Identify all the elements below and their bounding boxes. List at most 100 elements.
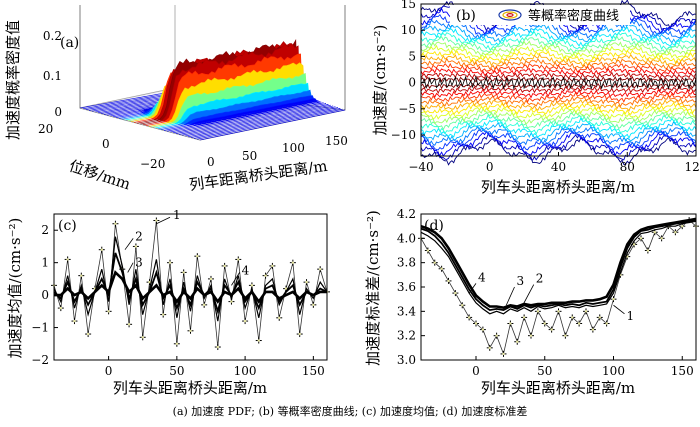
series-1-marker bbox=[126, 321, 133, 328]
panel-a-ribbon bbox=[199, 109, 346, 141]
panel-b-ytick-label: −5 bbox=[398, 102, 416, 116]
panel-b-contour-line bbox=[420, 85, 697, 95]
series-1-marker bbox=[541, 320, 548, 327]
panel-a-ribbon bbox=[175, 103, 327, 134]
panel-b-contour-line bbox=[420, 113, 697, 136]
series-1-marker bbox=[173, 340, 180, 347]
panel-b-ytick-label: −10 bbox=[391, 128, 416, 142]
panel-d: 0 50 100 150 4.2 4.0 3.8 3.6 3.4 3.2 3.0 (d) 加速度标准… bbox=[364, 207, 699, 397]
panel-b-contour-line bbox=[420, 71, 697, 80]
series-1-marker bbox=[85, 331, 92, 338]
series-1-marker bbox=[194, 253, 201, 260]
panel-b-xlabel: 列车头距离桥头距离/m bbox=[481, 178, 635, 196]
panel-c-ylabel: 加速度均值/(cm·s⁻²) bbox=[6, 218, 24, 359]
series-label-leader bbox=[613, 304, 625, 315]
series-label: 4 bbox=[478, 270, 486, 284]
xtick-label: 0 bbox=[472, 364, 480, 378]
series-1-marker bbox=[105, 308, 112, 315]
panel-b-contour-line bbox=[420, 130, 697, 157]
series-1-marker bbox=[310, 301, 317, 308]
panel-c-label: (c) bbox=[58, 218, 77, 234]
series-1-marker bbox=[644, 247, 651, 254]
panel-a: (a) 加速度概率密度值 0 0.1 0.2 20 0 −20 位移/mm 0 … bbox=[4, 5, 348, 194]
panel-b-contour-line bbox=[420, 19, 697, 40]
ytick-label: 2 bbox=[41, 223, 49, 237]
series-label-leader bbox=[468, 283, 477, 294]
series-1-marker bbox=[112, 220, 119, 227]
series-1-marker bbox=[201, 301, 208, 308]
panel-b-contour-line bbox=[420, 94, 697, 108]
series-1-marker bbox=[255, 337, 262, 344]
panel-b-xtick-label: 0 bbox=[486, 160, 494, 174]
series-1-marker bbox=[555, 308, 562, 315]
panel-a-ylabel: 位移/mm bbox=[67, 157, 133, 194]
panel-b-contour-line bbox=[420, 91, 697, 103]
panel-a-xtick-2: 100 bbox=[282, 141, 305, 155]
series-1-marker bbox=[98, 246, 105, 253]
panel-b-contour-line bbox=[420, 133, 697, 161]
panel-b-contours bbox=[420, 0, 697, 166]
series-label-leader bbox=[522, 284, 535, 306]
panel-a-label: (a) bbox=[60, 35, 79, 51]
series-1-marker bbox=[438, 265, 445, 272]
series-1-marker bbox=[589, 326, 596, 333]
xtick-label: 100 bbox=[234, 364, 257, 378]
panel-d-xlabel: 列车头距离桥头距离/m bbox=[481, 379, 635, 397]
series-1-marker bbox=[534, 308, 541, 315]
panel-b-contour-line bbox=[420, 108, 697, 125]
panel-b-ytick-label: 0 bbox=[408, 76, 416, 90]
series-1-marker bbox=[473, 320, 479, 327]
series-label: 2 bbox=[135, 229, 143, 243]
series-1-marker bbox=[289, 259, 296, 266]
series-3-line bbox=[53, 252, 328, 315]
ytick-label: 3.4 bbox=[397, 304, 416, 318]
series-4-line bbox=[420, 217, 697, 310]
panel-c: 0 50 100 150 2 1 0 −1 −2 (c) 加速度均值/(cm·s⁻²) 列车头距… bbox=[6, 208, 330, 397]
panel-b-legend-icon bbox=[498, 9, 522, 21]
series-1-marker bbox=[221, 262, 228, 269]
series-1-marker bbox=[78, 272, 85, 279]
panel-a-ribbon bbox=[169, 101, 322, 133]
series-1-marker bbox=[431, 259, 438, 266]
panel-d-ticks: 0 50 100 150 4.2 4.0 3.8 3.6 3.4 3.2 3.0 bbox=[397, 207, 694, 378]
panel-b: −40 0 40 80 120 15 10 5 0 −5 −10 (b) 等概率密度曲线 加速度/(… bbox=[371, 0, 700, 196]
series-1-marker bbox=[638, 235, 644, 242]
panel-a-ribbon bbox=[187, 106, 336, 138]
panel-a-ztick-1: 0.1 bbox=[43, 69, 62, 83]
xtick-label: 50 bbox=[169, 364, 184, 378]
figure-caption: (a) 加速度 PDF; (b) 等概率密度曲线; (c) 加速度均值; (d)… bbox=[173, 404, 528, 418]
series-1-marker bbox=[132, 243, 139, 250]
series-1-marker bbox=[146, 279, 153, 286]
panel-d-plot bbox=[418, 217, 699, 357]
panel-b-ticks: −40 0 40 80 120 15 10 5 0 −5 −10 bbox=[391, 0, 700, 174]
panel-a-xtick-0: 0 bbox=[207, 155, 215, 169]
series-1-marker bbox=[276, 314, 283, 321]
ytick-label: −2 bbox=[31, 353, 49, 367]
series-1-marker bbox=[548, 326, 555, 333]
series-1-marker bbox=[576, 320, 583, 327]
series-1-marker bbox=[269, 262, 276, 269]
panel-b-contour-line bbox=[420, 67, 697, 77]
panel-c-plot bbox=[51, 217, 330, 351]
panel-b-xtick-label: 80 bbox=[620, 160, 635, 174]
panel-b-contour-line bbox=[420, 35, 697, 55]
panel-b-contour-line bbox=[420, 40, 697, 58]
xtick-label: 50 bbox=[537, 364, 552, 378]
panel-b-contour-line bbox=[420, 26, 697, 48]
xtick-label: 150 bbox=[671, 364, 694, 378]
ytick-label: 3.6 bbox=[397, 280, 416, 294]
series-4-line bbox=[54, 270, 327, 304]
panel-c-ticks: 0 50 100 150 2 1 0 −1 −2 bbox=[31, 223, 325, 378]
series-1-marker bbox=[514, 338, 521, 345]
series-1-marker bbox=[486, 344, 493, 351]
series-1-marker bbox=[569, 314, 576, 321]
panel-b-xtick-label: 120 bbox=[685, 160, 700, 174]
panel-b-contour-line bbox=[420, 125, 697, 147]
series-label: 1 bbox=[627, 309, 635, 323]
panel-a-ztick-0: 0 bbox=[54, 105, 62, 119]
ytick-label: 4.2 bbox=[397, 207, 416, 221]
series-2-line bbox=[420, 220, 697, 315]
ytick-label: 1 bbox=[41, 256, 49, 270]
series-1-marker bbox=[658, 235, 665, 242]
series-label-leader bbox=[124, 238, 134, 250]
